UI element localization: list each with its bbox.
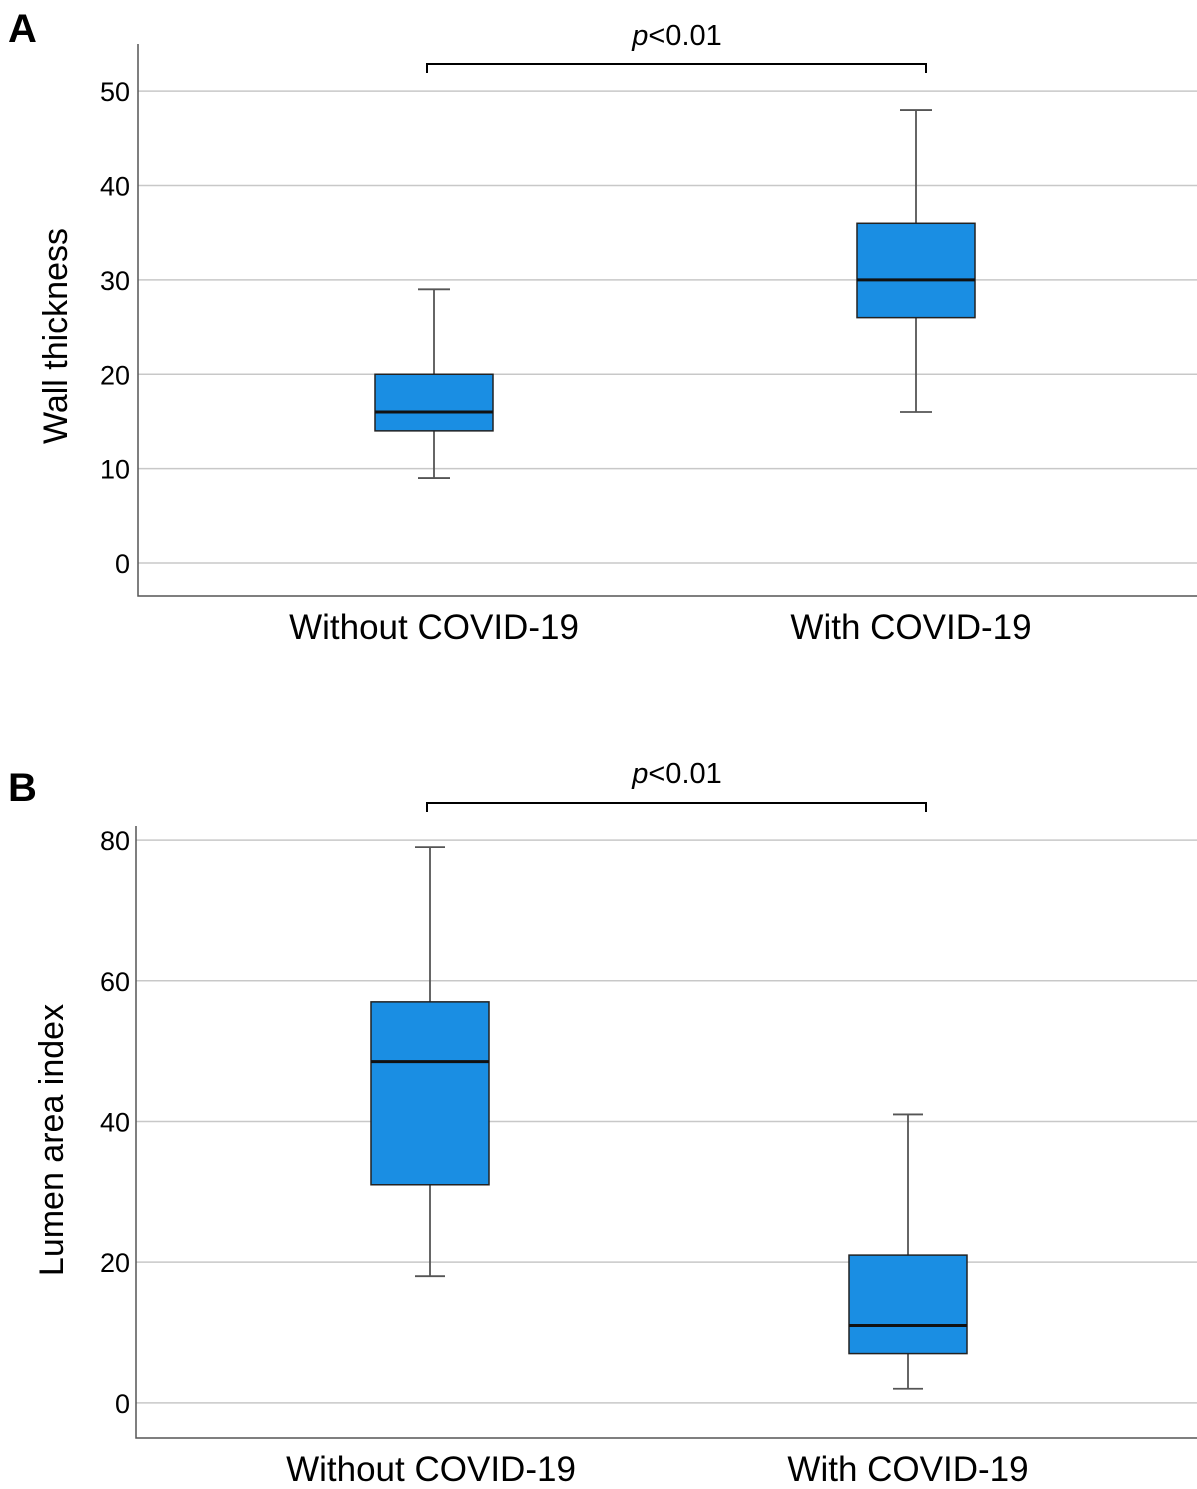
boxes (370, 846, 968, 1390)
y-tick-label: 20 (100, 360, 130, 390)
y-tick-label: 0 (115, 549, 130, 579)
boxes (374, 109, 976, 479)
x-category-label-1: With COVID-19 (787, 1450, 1028, 1489)
p-value-text: <0.01 (648, 758, 721, 790)
panel-letter: A (8, 7, 37, 51)
x-category-label-0: Without COVID-19 (286, 1450, 576, 1489)
iqr-box (374, 373, 494, 432)
axes (137, 44, 1197, 597)
box-plot-0 (374, 288, 494, 479)
box-plot-0 (370, 846, 490, 1278)
significance-bracket (426, 63, 927, 73)
box-plot-1 (856, 109, 976, 413)
y-tick-label: 60 (100, 967, 130, 997)
panel-letter: B (8, 766, 37, 810)
y-axis-label: Lumen area index (33, 1004, 71, 1276)
p-value-label: p<0.01 (631, 20, 722, 52)
p-value-text: <0.01 (648, 20, 721, 52)
axes (135, 826, 1197, 1439)
significance-bracket (426, 802, 927, 812)
box-plot-1 (848, 1113, 968, 1390)
y-tick-label: 10 (100, 455, 130, 485)
y-ticks: 0 20 40 60 80 (100, 826, 130, 1419)
iqr-box (856, 222, 976, 319)
p-value-prefix: p (631, 758, 648, 790)
y-tick-label: 40 (100, 1107, 130, 1137)
panel-b: B p<0.01 Lumen area index 0 20 40 60 80 With… (8, 758, 1197, 1489)
p-value-prefix: p (631, 20, 648, 52)
y-axis-label: Wall thickness (37, 228, 75, 444)
iqr-box (848, 1254, 968, 1355)
y-tick-label: 20 (100, 1248, 130, 1278)
y-ticks: 0 10 20 30 40 50 (100, 77, 130, 579)
y-tick-label: 40 (100, 172, 130, 202)
p-value-label: p<0.01 (631, 758, 722, 790)
y-tick-label: 30 (100, 266, 130, 296)
panel-a: A p<0.01 Wall thickness 0 10 20 30 40 50 With… (8, 7, 1197, 647)
y-tick-label: 0 (115, 1389, 130, 1419)
y-tick-label: 80 (100, 826, 130, 856)
iqr-box (370, 1001, 490, 1186)
gridlines (138, 90, 1197, 564)
y-tick-label: 50 (100, 77, 130, 107)
gridlines (136, 839, 1197, 1404)
x-category-label-0: Without COVID-19 (289, 608, 579, 647)
x-category-label-1: With COVID-19 (790, 608, 1031, 647)
